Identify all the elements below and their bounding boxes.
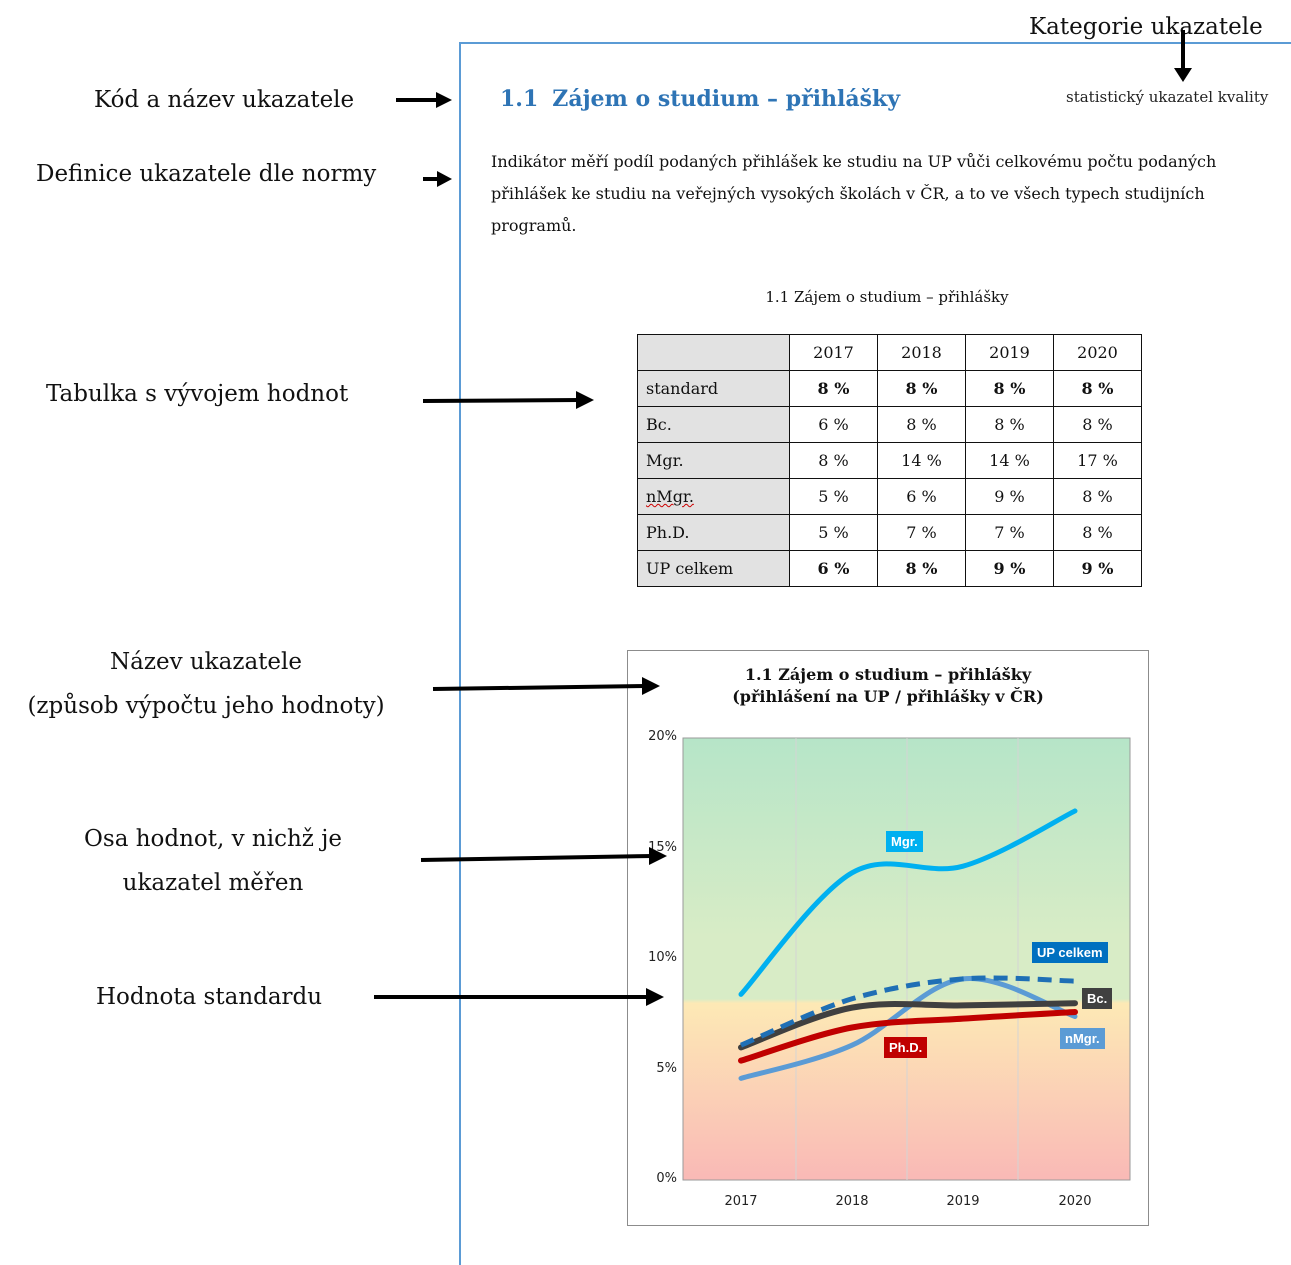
- y-tick-label: 5%: [656, 1060, 677, 1076]
- indicator-title: Zájem o studium – přihlášky: [552, 86, 901, 112]
- chart-title: 1.1 Zájem o studium – přihlášky (přihláš…: [628, 664, 1148, 708]
- series-label: Bc.: [1082, 988, 1113, 1009]
- y-tick-label: 20%: [648, 729, 677, 744]
- arrow-definice: [423, 171, 452, 187]
- chart-frame: [627, 650, 1149, 1226]
- arrow-tabulka: [422, 391, 594, 409]
- table-row-label: Ph.D.: [637, 514, 790, 551]
- values-table: 2017 2018 2019 2020 standard 8 % 8 % 8 %…: [637, 334, 1142, 587]
- table-cell: 7 %: [877, 514, 966, 551]
- indicator-code: 1.1: [500, 86, 539, 112]
- arrow-kod-nazev: [396, 92, 452, 108]
- table-row-label: Mgr.: [637, 442, 790, 479]
- table-cell: 17 %: [1053, 442, 1142, 479]
- table-row-label: standard: [637, 370, 790, 407]
- table-row-bc: Bc. 6 % 8 % 8 % 8 %: [637, 406, 1142, 443]
- x-tick-label: 2017: [724, 1194, 758, 1209]
- table-row-label: UP celkem: [637, 550, 790, 587]
- table-row-label-text: nMgr.: [646, 487, 694, 506]
- table-cell: 8 %: [789, 442, 878, 479]
- series-label: nMgr.: [1060, 1028, 1105, 1049]
- table-cell: 14 %: [965, 442, 1054, 479]
- table-cell: 5 %: [789, 478, 878, 515]
- y-tick-label: 10%: [648, 950, 677, 965]
- table-cell: 8 %: [1053, 478, 1142, 515]
- table-row-mgr: Mgr. 8 % 14 % 14 % 17 %: [637, 442, 1142, 479]
- chart-title-line2: (přihlášení na UP / přihlášky v ČR): [732, 687, 1044, 706]
- table-row-standard: standard 8 % 8 % 8 % 8 %: [637, 370, 1142, 407]
- table-cell: 8 %: [877, 550, 966, 587]
- annotation-nazev-ukazatele: Název ukazatele (způsob výpočtu jeho hod…: [27, 640, 384, 728]
- indicator-definition: Indikátor měří podíl podaných přihlášek …: [491, 152, 1217, 235]
- table-cell: 8 %: [1053, 514, 1142, 551]
- page-left-border: [459, 42, 461, 1265]
- annotation-osa-line1: Osa hodnot, v nichž je: [84, 826, 342, 852]
- table-year-header: 2018: [877, 334, 966, 371]
- annotation-nazev-line1: Název ukazatele: [110, 649, 302, 675]
- table-cell: 14 %: [877, 442, 966, 479]
- table-cell: 8 %: [965, 406, 1054, 443]
- table-cell: 8 %: [965, 370, 1054, 407]
- table-caption: 1.1 Zájem o studium – přihlášky: [765, 288, 1009, 306]
- table-row-nmgr: nMgr. 5 % 6 % 9 % 8 %: [637, 478, 1142, 515]
- annotation-kod-nazev: Kód a název ukazatele: [94, 87, 355, 113]
- table-cell: 8 %: [1053, 370, 1142, 407]
- series-label: Ph.D.: [884, 1037, 928, 1058]
- table-row-up-celkem: UP celkem 6 % 8 % 9 % 9 %: [637, 550, 1142, 587]
- table-year-header: 2019: [965, 334, 1054, 371]
- series-label: UP celkem: [1032, 942, 1108, 963]
- table-cell: 5 %: [789, 514, 878, 551]
- annotation-standard: Hodnota standardu: [96, 984, 323, 1010]
- table-cell: 6 %: [789, 406, 878, 443]
- table-cell: 7 %: [965, 514, 1054, 551]
- arrow-standard: [374, 988, 664, 1006]
- indicator-category: statistický ukazatel kvality: [1066, 88, 1269, 106]
- annotation-osa-line2: ukazatel měřen: [122, 870, 304, 896]
- table-cell: 8 %: [1053, 406, 1142, 443]
- annotation-nazev-line2: (způsob výpočtu jeho hodnoty): [27, 693, 385, 719]
- table-row-phd: Ph.D. 5 % 7 % 7 % 8 %: [637, 514, 1142, 551]
- table-row-label: Bc.: [637, 406, 790, 443]
- annotation-kategorie: Kategorie ukazatele: [1029, 14, 1263, 40]
- x-tick-label: 2019: [946, 1194, 980, 1209]
- table-year-header: 2017: [789, 334, 878, 371]
- x-tick-label: 2020: [1058, 1194, 1092, 1209]
- annotation-definice: Definice ukazatele dle normy: [36, 161, 377, 187]
- indicator-heading: 1.1 Zájem o studium – přihlášky: [500, 86, 900, 112]
- arrow-nazev: [432, 677, 660, 695]
- table-year-header: 2020: [1053, 334, 1142, 371]
- table-corner-cell: [637, 334, 790, 371]
- series-label: Mgr.: [886, 831, 923, 852]
- table-row-label: nMgr.: [637, 478, 790, 515]
- x-tick-label: 2018: [835, 1194, 869, 1209]
- table-cell: 9 %: [965, 550, 1054, 587]
- table-cell: 9 %: [1053, 550, 1142, 587]
- table-cell: 8 %: [877, 406, 966, 443]
- annotation-tabulka: Tabulka s vývojem hodnot: [46, 381, 349, 407]
- y-tick-label: 0%: [656, 1171, 677, 1186]
- annotation-osa-hodnot: Osa hodnot, v nichž je ukazatel měřen: [84, 817, 342, 905]
- table-cell: 6 %: [877, 478, 966, 515]
- table-cell: 8 %: [877, 370, 966, 407]
- table-cell: 6 %: [789, 550, 878, 587]
- chart-title-line1: 1.1 Zájem o studium – přihlášky: [744, 665, 1032, 684]
- table-cell: 8 %: [789, 370, 878, 407]
- table-cell: 9 %: [965, 478, 1054, 515]
- page-top-border: [460, 42, 1291, 44]
- table-header-row: 2017 2018 2019 2020: [637, 334, 1142, 371]
- y-tick-label: 15%: [648, 839, 677, 855]
